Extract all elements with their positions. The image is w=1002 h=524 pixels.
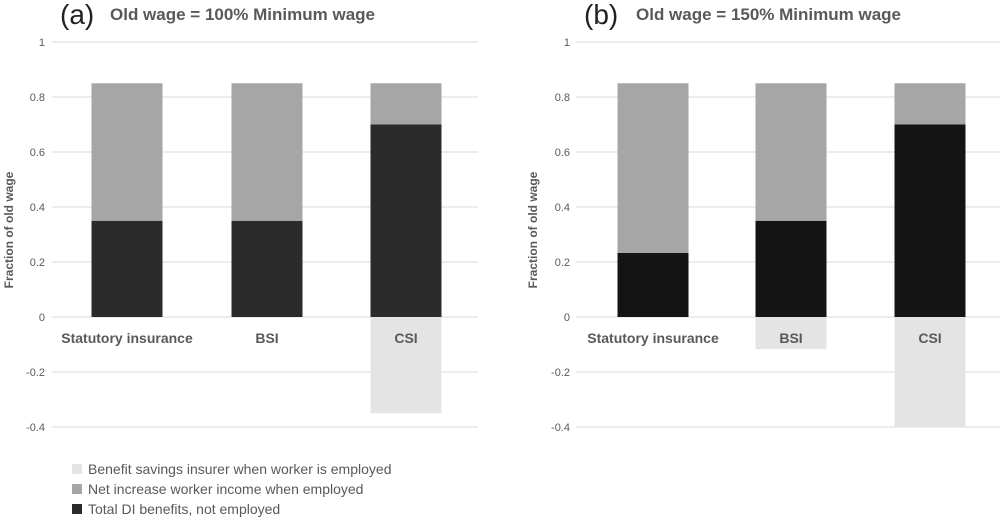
bar-segment	[755, 220, 827, 317]
category-label: CSI	[394, 330, 417, 346]
y-tick-label: 0	[564, 312, 570, 324]
bar-segment	[370, 83, 442, 125]
y-axis-label: Fraction of old wage	[2, 171, 16, 288]
bar-segment	[231, 83, 303, 221]
legend: Benefit savings insurer when worker is e…	[72, 461, 391, 517]
y-tick-label: 0.8	[30, 92, 45, 104]
y-tick-label: -0.2	[26, 367, 45, 379]
y-tick-label: 0.6	[555, 147, 570, 159]
y-tick-label: 0.4	[555, 202, 570, 214]
panel-tag: (a)	[60, 0, 94, 30]
y-tick-label: 1	[564, 37, 570, 49]
bar-segment	[894, 83, 966, 125]
y-tick-label: 1	[39, 37, 45, 49]
bar-segment	[370, 124, 442, 317]
legend-swatch	[72, 484, 82, 494]
legend-swatch	[72, 504, 82, 514]
bar-segment	[755, 83, 827, 221]
panel-b: (b) Old wage = 150% Minimum wage Fractio…	[526, 0, 1000, 434]
category-label: Statutory insurance	[61, 330, 193, 346]
panel-tag: (b)	[584, 0, 618, 30]
category-label: BSI	[255, 330, 278, 346]
y-tick-label: 0.6	[30, 147, 45, 159]
legend-label: Benefit savings insurer when worker is e…	[88, 461, 391, 477]
y-tick-label: 0	[39, 312, 45, 324]
bar-segment	[755, 317, 827, 350]
panel-title: Old wage = 150% Minimum wage	[636, 5, 901, 24]
y-tick-label: -0.2	[551, 367, 570, 379]
y-tick-label: 0.4	[30, 202, 45, 214]
bar-segment	[617, 83, 689, 253]
bar-segment	[894, 317, 966, 427]
bar-segment	[91, 220, 163, 317]
legend-label: Net increase worker income when employed	[88, 481, 363, 497]
panel-a: (a) Old wage = 100% Minimum wage Fractio…	[2, 0, 478, 434]
category-label: BSI	[779, 330, 802, 346]
bar-segment	[91, 83, 163, 221]
y-axis-label: Fraction of old wage	[526, 171, 540, 288]
legend-label: Total DI benefits, not employed	[88, 501, 280, 517]
y-tick-label: 0.2	[30, 257, 45, 269]
category-label: Statutory insurance	[587, 330, 719, 346]
bar-segment	[617, 252, 689, 317]
bar-segment	[231, 220, 303, 317]
bar-segment	[370, 317, 442, 414]
y-tick-label: -0.4	[26, 422, 45, 434]
legend-swatch	[72, 464, 82, 474]
y-tick-label: -0.4	[551, 422, 570, 434]
category-label: CSI	[918, 330, 941, 346]
y-tick-label: 0.2	[555, 257, 570, 269]
panel-title: Old wage = 100% Minimum wage	[110, 5, 375, 24]
y-tick-label: 0.8	[555, 92, 570, 104]
bar-segment	[894, 124, 966, 317]
